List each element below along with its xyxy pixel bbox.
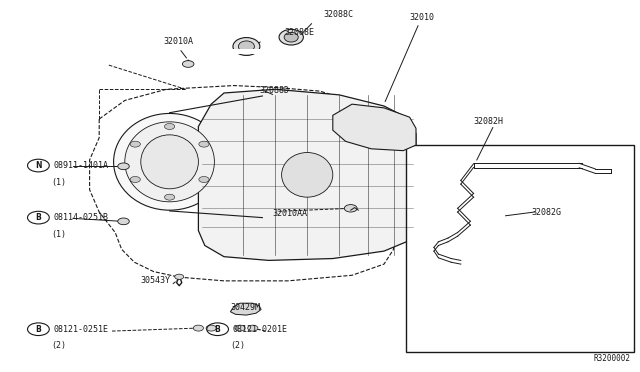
Text: (2): (2) — [51, 341, 66, 350]
Text: B: B — [36, 325, 41, 334]
Text: 08114-0251B: 08114-0251B — [53, 213, 108, 222]
Circle shape — [235, 325, 245, 331]
Circle shape — [175, 274, 184, 279]
Text: 08121-0201E: 08121-0201E — [232, 325, 287, 334]
Ellipse shape — [125, 122, 214, 202]
Text: (2): (2) — [230, 341, 245, 350]
Text: 32082G: 32082G — [531, 208, 561, 217]
Text: 32088C: 32088C — [323, 10, 353, 19]
Circle shape — [130, 141, 140, 147]
Ellipse shape — [114, 113, 226, 210]
Text: 30429M: 30429M — [230, 304, 260, 312]
Text: 32010: 32010 — [410, 13, 435, 22]
Circle shape — [130, 177, 140, 182]
Polygon shape — [198, 89, 416, 260]
Polygon shape — [230, 303, 261, 315]
Circle shape — [344, 205, 357, 212]
Circle shape — [182, 61, 194, 67]
Polygon shape — [333, 104, 416, 151]
Circle shape — [199, 177, 209, 183]
Circle shape — [164, 124, 175, 129]
Text: 32088D: 32088D — [259, 86, 289, 95]
Text: 32010A: 32010A — [163, 38, 193, 46]
Ellipse shape — [141, 135, 198, 189]
Bar — [230, 49, 262, 54]
Text: B: B — [36, 213, 41, 222]
Circle shape — [118, 163, 129, 170]
Circle shape — [206, 325, 216, 331]
Text: 32088E: 32088E — [285, 28, 315, 37]
Bar — [406, 145, 634, 352]
Text: 30543Y: 30543Y — [141, 276, 171, 285]
Ellipse shape — [238, 41, 255, 52]
Text: N: N — [35, 161, 42, 170]
Circle shape — [193, 325, 204, 331]
Ellipse shape — [279, 29, 303, 45]
Text: B: B — [215, 325, 220, 334]
Text: 32082H: 32082H — [474, 118, 504, 126]
Text: 08911-1401A: 08911-1401A — [53, 161, 108, 170]
Text: 32010AA: 32010AA — [272, 209, 307, 218]
Text: (1): (1) — [51, 230, 66, 239]
Circle shape — [118, 218, 129, 225]
Text: (1): (1) — [51, 178, 66, 187]
Ellipse shape — [233, 38, 260, 55]
Text: R3200002: R3200002 — [593, 354, 630, 363]
Ellipse shape — [284, 32, 298, 42]
Circle shape — [199, 141, 209, 147]
Ellipse shape — [282, 153, 333, 197]
Circle shape — [164, 194, 175, 200]
Circle shape — [248, 325, 258, 331]
Text: 08121-0251E: 08121-0251E — [53, 325, 108, 334]
